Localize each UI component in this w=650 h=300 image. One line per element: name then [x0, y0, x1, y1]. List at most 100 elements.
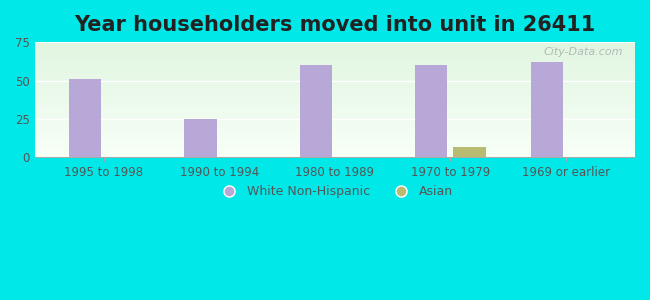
Bar: [34, 52, 635, 53]
Bar: [34, 147, 635, 148]
Bar: [34, 58, 635, 59]
Bar: [34, 150, 635, 151]
Bar: [34, 151, 635, 152]
Bar: [453, 146, 486, 157]
Text: City-Data.com: City-Data.com: [543, 47, 623, 57]
Bar: [34, 57, 635, 58]
Bar: [34, 92, 635, 93]
Bar: [34, 68, 635, 69]
Bar: [34, 96, 635, 97]
Bar: [34, 132, 635, 133]
Bar: [34, 110, 635, 111]
Bar: [34, 111, 635, 112]
Bar: [34, 94, 635, 95]
Title: Year householders moved into unit in 26411: Year householders moved into unit in 264…: [74, 15, 595, 35]
Bar: [34, 53, 635, 54]
Bar: [34, 125, 635, 126]
Bar: [34, 101, 635, 102]
Bar: [34, 98, 635, 99]
Bar: [34, 152, 635, 153]
Bar: [34, 80, 635, 81]
Bar: [34, 91, 635, 92]
Bar: [34, 124, 635, 125]
Bar: [34, 60, 635, 61]
Bar: [34, 77, 635, 78]
Bar: [34, 153, 635, 154]
Bar: [34, 64, 635, 65]
Bar: [34, 156, 635, 157]
Bar: [34, 45, 635, 46]
Bar: [34, 83, 635, 84]
Bar: [34, 70, 635, 71]
Bar: [530, 62, 563, 157]
Bar: [184, 119, 216, 157]
Bar: [34, 71, 635, 72]
Bar: [34, 61, 635, 62]
Bar: [34, 130, 635, 131]
Bar: [34, 76, 635, 77]
Bar: [34, 99, 635, 100]
Bar: [34, 148, 635, 149]
Bar: [34, 118, 635, 119]
Bar: [34, 116, 635, 117]
Legend: White Non-Hispanic, Asian: White Non-Hispanic, Asian: [212, 180, 458, 203]
Bar: [69, 79, 101, 157]
Bar: [34, 85, 635, 86]
Bar: [34, 87, 635, 88]
Bar: [34, 142, 635, 143]
Bar: [34, 141, 635, 142]
Bar: [34, 82, 635, 83]
Bar: [34, 129, 635, 130]
Bar: [34, 73, 635, 74]
Bar: [34, 84, 635, 85]
Bar: [34, 79, 635, 80]
Bar: [34, 108, 635, 109]
Bar: [34, 49, 635, 50]
Bar: [34, 140, 635, 141]
Bar: [34, 69, 635, 70]
Bar: [300, 65, 332, 157]
Bar: [34, 46, 635, 47]
Bar: [34, 62, 635, 63]
Bar: [34, 75, 635, 76]
Bar: [34, 149, 635, 150]
Bar: [34, 122, 635, 123]
Bar: [34, 114, 635, 115]
Bar: [34, 135, 635, 136]
Bar: [34, 72, 635, 73]
Bar: [34, 43, 635, 44]
Bar: [34, 154, 635, 155]
Bar: [34, 126, 635, 127]
Bar: [34, 115, 635, 116]
Bar: [34, 56, 635, 57]
Bar: [34, 107, 635, 108]
Bar: [34, 139, 635, 140]
Bar: [34, 143, 635, 144]
Bar: [34, 51, 635, 52]
Bar: [34, 117, 635, 118]
Bar: [34, 47, 635, 48]
Bar: [34, 137, 635, 138]
Bar: [34, 88, 635, 89]
Bar: [34, 65, 635, 66]
Bar: [34, 112, 635, 113]
Bar: [34, 89, 635, 90]
Bar: [34, 144, 635, 145]
Bar: [34, 102, 635, 103]
Bar: [34, 50, 635, 51]
Bar: [34, 113, 635, 114]
Bar: [34, 74, 635, 75]
Bar: [34, 81, 635, 82]
Bar: [34, 123, 635, 124]
Bar: [34, 90, 635, 91]
Bar: [34, 66, 635, 67]
Bar: [34, 86, 635, 87]
Bar: [34, 133, 635, 134]
Bar: [34, 63, 635, 64]
Bar: [34, 100, 635, 101]
Bar: [34, 104, 635, 105]
Bar: [34, 121, 635, 122]
Bar: [34, 54, 635, 55]
Bar: [34, 59, 635, 60]
Bar: [34, 44, 635, 45]
